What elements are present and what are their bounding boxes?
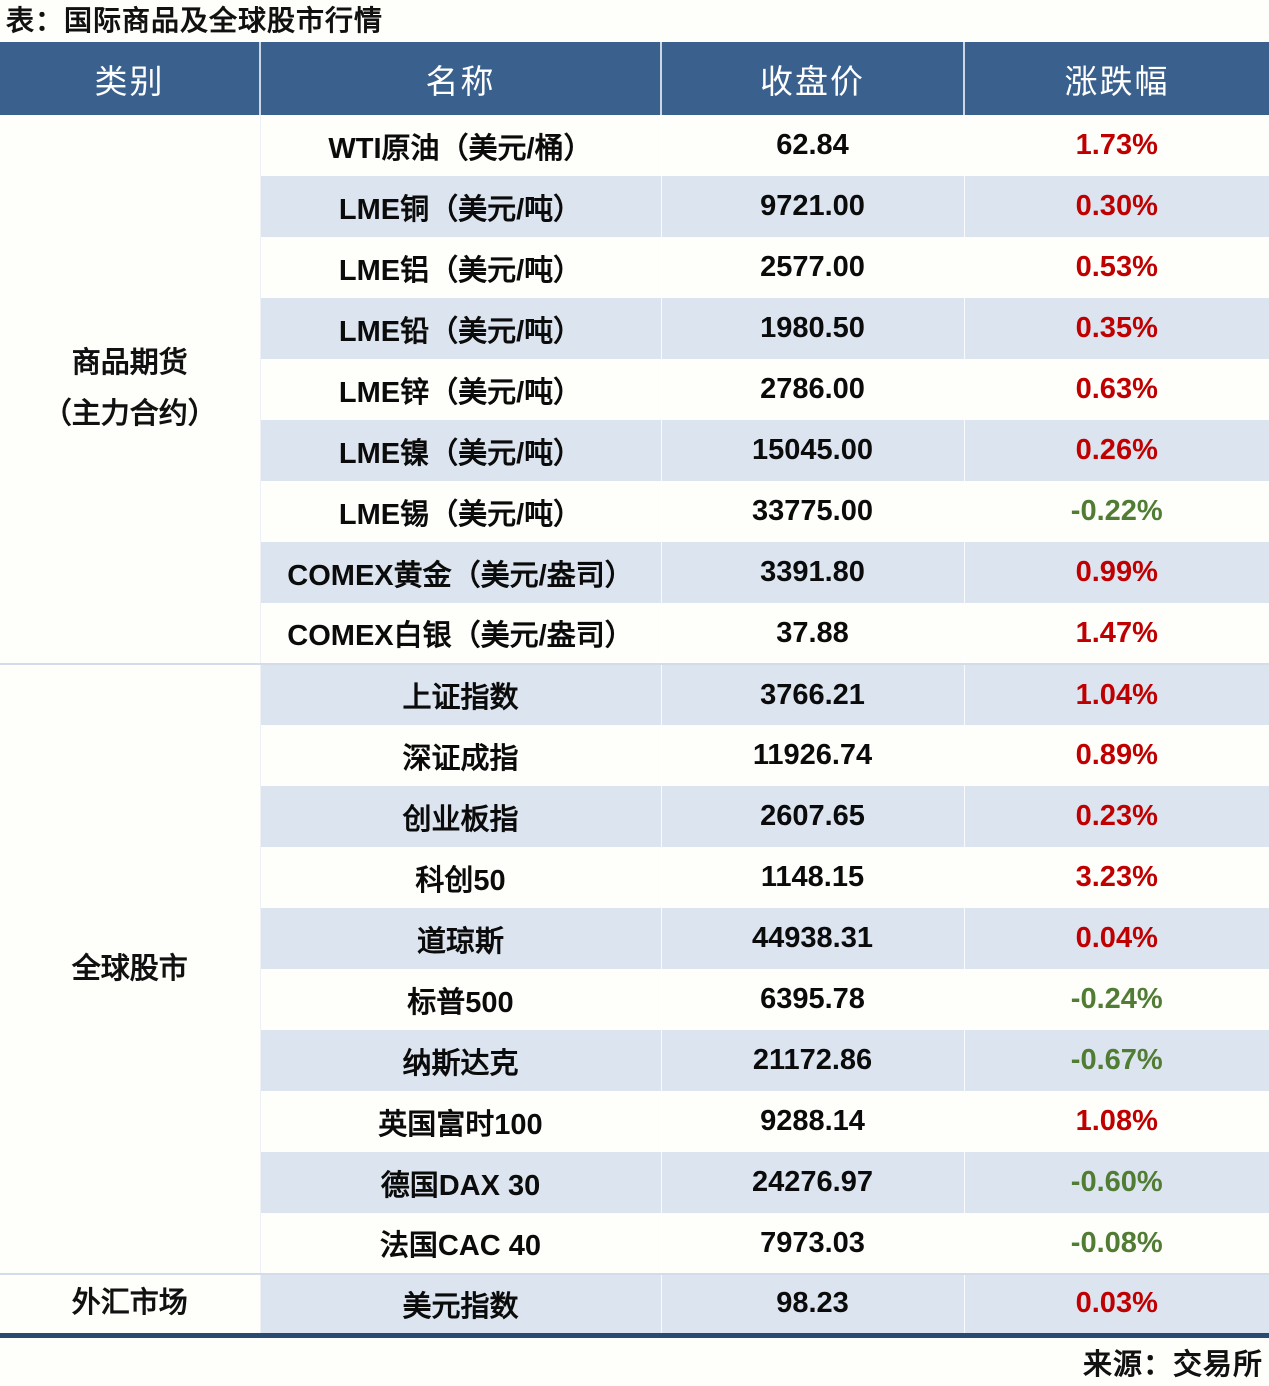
instrument-name: WTI原油（美元/桶） [260,115,662,176]
close-price: 21172.86 [661,1030,965,1091]
change-percent: 0.89% [964,725,1269,786]
close-price: 9721.00 [661,176,965,237]
close-price: 11926.74 [661,725,965,786]
instrument-name: 美元指数 [260,1273,662,1335]
change-percent: -0.22% [964,481,1269,542]
instrument-name: 深证成指 [260,725,662,786]
change-percent: 3.23% [964,847,1269,908]
instrument-name: 法国CAC 40 [260,1213,662,1274]
instrument-name: COMEX黄金（美元/盎司） [260,542,662,603]
table-row: 商品期货 （主力合约） WTI原油（美元/桶） 62.84 1.73% [0,115,1269,664]
instrument-name: LME锡（美元/吨） [260,481,662,542]
instrument-name: 标普500 [260,969,662,1030]
close-price: 7973.03 [661,1213,965,1274]
table-row: LME铜（美元/吨） 9721.00 0.30% [0,176,1269,237]
instrument-name: 英国富时100 [260,1091,662,1152]
change-percent: 0.30% [964,176,1269,237]
change-percent: 0.99% [964,542,1269,603]
table-row: COMEX白银（美元/盎司） 37.88 1.47% [0,603,1269,664]
category-cell: 商品期货 （主力合约） [0,115,261,664]
col-header-close: 收盘价 [661,42,965,115]
change-percent: 1.04% [964,663,1269,725]
change-percent: 0.23% [964,786,1269,847]
header-row: 类别 名称 收盘价 涨跌幅 [0,42,1269,115]
instrument-name: 创业板指 [260,786,662,847]
close-price: 2577.00 [661,237,965,298]
table-row: 英国富时100 9288.14 1.08% [0,1091,1269,1152]
instrument-name: 上证指数 [260,663,662,725]
close-price: 2607.65 [661,786,965,847]
close-price: 1980.50 [661,298,965,359]
table-row: 道琼斯 44938.31 0.04% [0,908,1269,969]
table-row: 全球股市 上证指数 3766.21 1.04% [0,663,1269,1274]
table-row: 德国DAX 30 24276.97 -0.60% [0,1152,1269,1213]
change-percent: 0.03% [964,1273,1269,1335]
table-row: 外汇市场 美元指数 98.23 0.03% [0,1273,1269,1335]
table-row: 深证成指 11926.74 0.89% [0,725,1269,786]
change-percent: 1.08% [964,1091,1269,1152]
change-percent: -0.67% [964,1030,1269,1091]
col-header-category: 类别 [0,42,261,115]
close-price: 1148.15 [661,847,965,908]
table-row: COMEX黄金（美元/盎司） 3391.80 0.99% [0,542,1269,603]
close-price: 44938.31 [661,908,965,969]
table-row: 标普500 6395.78 -0.24% [0,969,1269,1030]
table-row: 创业板指 2607.65 0.23% [0,786,1269,847]
change-percent: 0.53% [964,237,1269,298]
table-row: 科创50 1148.15 3.23% [0,847,1269,908]
instrument-name: 科创50 [260,847,662,908]
instrument-name: LME铜（美元/吨） [260,176,662,237]
table-row: LME铅（美元/吨） 1980.50 0.35% [0,298,1269,359]
change-percent: 1.47% [964,603,1269,664]
close-price: 24276.97 [661,1152,965,1213]
instrument-name: 德国DAX 30 [260,1152,662,1213]
change-percent: 0.63% [964,359,1269,420]
page-title: 表：国际商品及全球股市行情 [6,5,384,36]
table-row: 法国CAC 40 7973.03 -0.08% [0,1213,1269,1274]
market-table: 类别 名称 收盘价 涨跌幅 商品期货 （主力合约） WTI原油（美元/桶） 62.8… [0,42,1269,1338]
table-row: LME锌（美元/吨） 2786.00 0.63% [0,359,1269,420]
category-cell: 外汇市场 [0,1273,261,1335]
instrument-name: LME铝（美元/吨） [260,237,662,298]
change-percent: 0.35% [964,298,1269,359]
col-header-name: 名称 [260,42,662,115]
close-price: 2786.00 [661,359,965,420]
table-body: 商品期货 （主力合约） WTI原油（美元/桶） 62.84 1.73% LME铜（美元/… [0,115,1269,1335]
table-row: 纳斯达克 21172.86 -0.67% [0,1030,1269,1091]
change-percent: 0.26% [964,420,1269,481]
instrument-name: 道琼斯 [260,908,662,969]
table-row: LME锡（美元/吨） 33775.00 -0.22% [0,481,1269,542]
change-percent: 1.73% [964,115,1269,176]
change-percent: 0.04% [964,908,1269,969]
change-percent: -0.60% [964,1152,1269,1213]
close-price: 9288.14 [661,1091,965,1152]
close-price: 3391.80 [661,542,965,603]
col-header-change: 涨跌幅 [964,42,1269,115]
close-price: 6395.78 [661,969,965,1030]
change-percent: -0.24% [964,969,1269,1030]
instrument-name: COMEX白银（美元/盎司） [260,603,662,664]
source-note: 来源：交易所 [1082,1348,1263,1381]
table-row: LME铝（美元/吨） 2577.00 0.53% [0,237,1269,298]
close-price: 33775.00 [661,481,965,542]
close-price: 98.23 [661,1273,965,1335]
instrument-name: 纳斯达克 [260,1030,662,1091]
close-price: 15045.00 [661,420,965,481]
instrument-name: LME锌（美元/吨） [260,359,662,420]
instrument-name: LME镍（美元/吨） [260,420,662,481]
close-price: 62.84 [661,115,965,176]
table-row: LME镍（美元/吨） 15045.00 0.26% [0,420,1269,481]
table-header: 类别 名称 收盘价 涨跌幅 [0,42,1269,115]
instrument-name: LME铅（美元/吨） [260,298,662,359]
close-price: 3766.21 [661,663,965,725]
close-price: 37.88 [661,603,965,664]
category-cell: 全球股市 [0,663,261,1274]
change-percent: -0.08% [964,1213,1269,1274]
